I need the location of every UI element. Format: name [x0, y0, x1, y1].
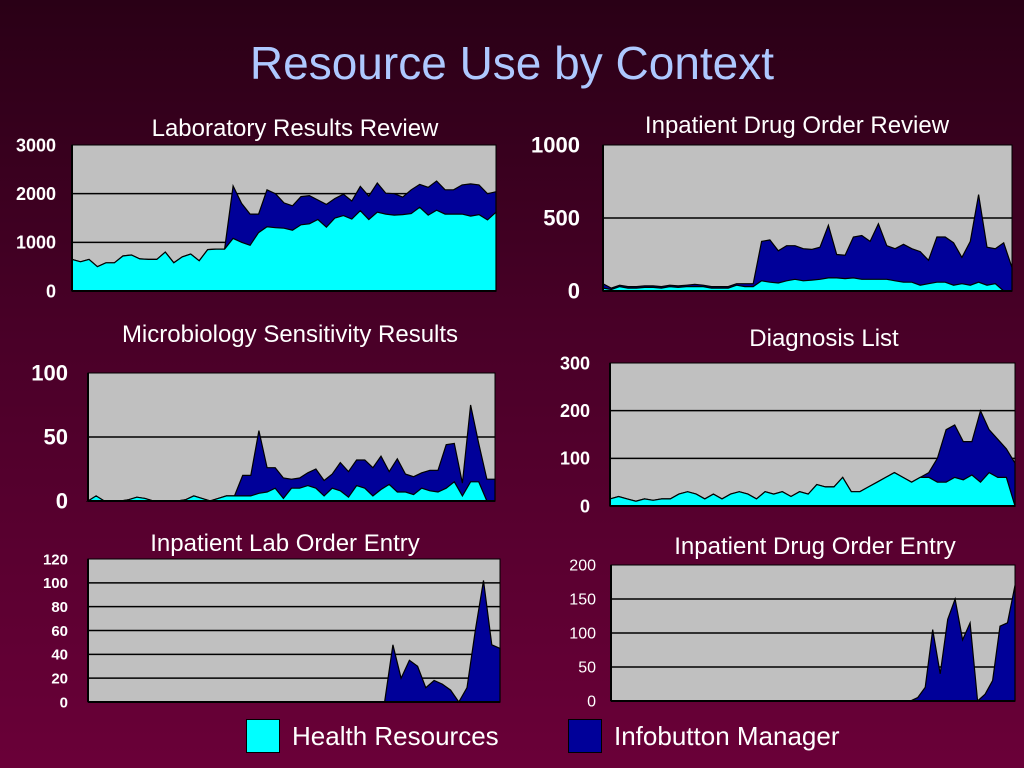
series-infobutton-manager — [602, 194, 1013, 292]
y-tick-label: 2000 — [16, 184, 56, 204]
y-tick-label: 1000 — [531, 133, 580, 158]
chart-title-inpatient-drug-order-entry: Inpatient Drug Order Entry — [674, 533, 956, 560]
y-tick-label: 100 — [31, 361, 68, 386]
y-tick-label: 150 — [569, 592, 596, 609]
legend-swatch-health-resources — [246, 719, 280, 753]
y-tick-label: 0 — [60, 694, 68, 711]
y-tick-label: 100 — [569, 626, 596, 643]
chart-inpatient-drug-order-entry: 0 50 100 150 200 — [569, 558, 1016, 711]
series-health-resources — [609, 471, 1016, 507]
y-tick-label: 0 — [568, 279, 580, 304]
legend-swatch-infobutton-manager — [568, 719, 602, 753]
y-tick-label: 3000 — [16, 135, 56, 155]
y-tick-label: 100 — [560, 449, 590, 469]
y-tick-label: 200 — [560, 401, 590, 421]
series-health-resources — [71, 206, 497, 292]
chart-microbiology-sensitivity-results: 0 50 100 — [31, 361, 496, 514]
y-tick-label: 40 — [51, 647, 68, 664]
y-tick-label: 120 — [43, 551, 68, 568]
y-tick-label: 50 — [578, 660, 596, 677]
y-tick-label: 0 — [587, 694, 596, 711]
legend-label-health-resources: Health Resources — [292, 720, 499, 751]
legend: Health Resources Infobutton Manager — [0, 718, 1024, 758]
y-tick-label: 300 — [560, 353, 590, 373]
chart-title-microbiology-sensitivity-results: Microbiology Sensitivity Results — [121, 321, 459, 348]
legend-label-infobutton-manager: Infobutton Manager — [614, 720, 840, 751]
y-tick-label: 1000 — [16, 233, 56, 253]
chart-title-diagnosis-list: Diagnosis List — [749, 325, 899, 352]
legend-item-health-resources: Health Resources — [246, 718, 499, 754]
chart-title-laboratory-results-review: Laboratory Results Review — [151, 115, 439, 142]
y-tick-label: 100 — [43, 575, 68, 592]
page-title: Resource Use by Context — [249, 37, 775, 89]
y-tick-label: 500 — [543, 206, 580, 231]
series-health-resources — [602, 277, 1012, 292]
y-tick-label: 80 — [51, 599, 68, 616]
y-tick-label: 0 — [580, 496, 590, 516]
chart-title-inpatient-lab-order-entry: Inpatient Lab Order Entry — [150, 530, 420, 557]
y-tick-label: 50 — [44, 425, 68, 450]
y-tick-label: 20 — [51, 670, 68, 687]
y-tick-label: 60 — [51, 623, 68, 640]
y-tick-label: 0 — [46, 281, 56, 301]
chart-inpatient-lab-order-entry: 0 20 40 60 80 100 120 — [43, 551, 501, 711]
y-tick-label: 0 — [56, 489, 68, 514]
legend-item-infobutton-manager: Infobutton Manager — [568, 718, 840, 754]
chart-diagnosis-list: 0 100 200 300 — [560, 353, 1016, 516]
chart-laboratory-results-review: 0 1000 2000 3000 — [16, 135, 497, 301]
chart-inpatient-drug-order-review: 0 500 1000 — [531, 133, 1013, 304]
chart-title-inpatient-drug-order-review: Inpatient Drug Order Review — [644, 112, 950, 139]
y-tick-label: 200 — [569, 558, 596, 575]
